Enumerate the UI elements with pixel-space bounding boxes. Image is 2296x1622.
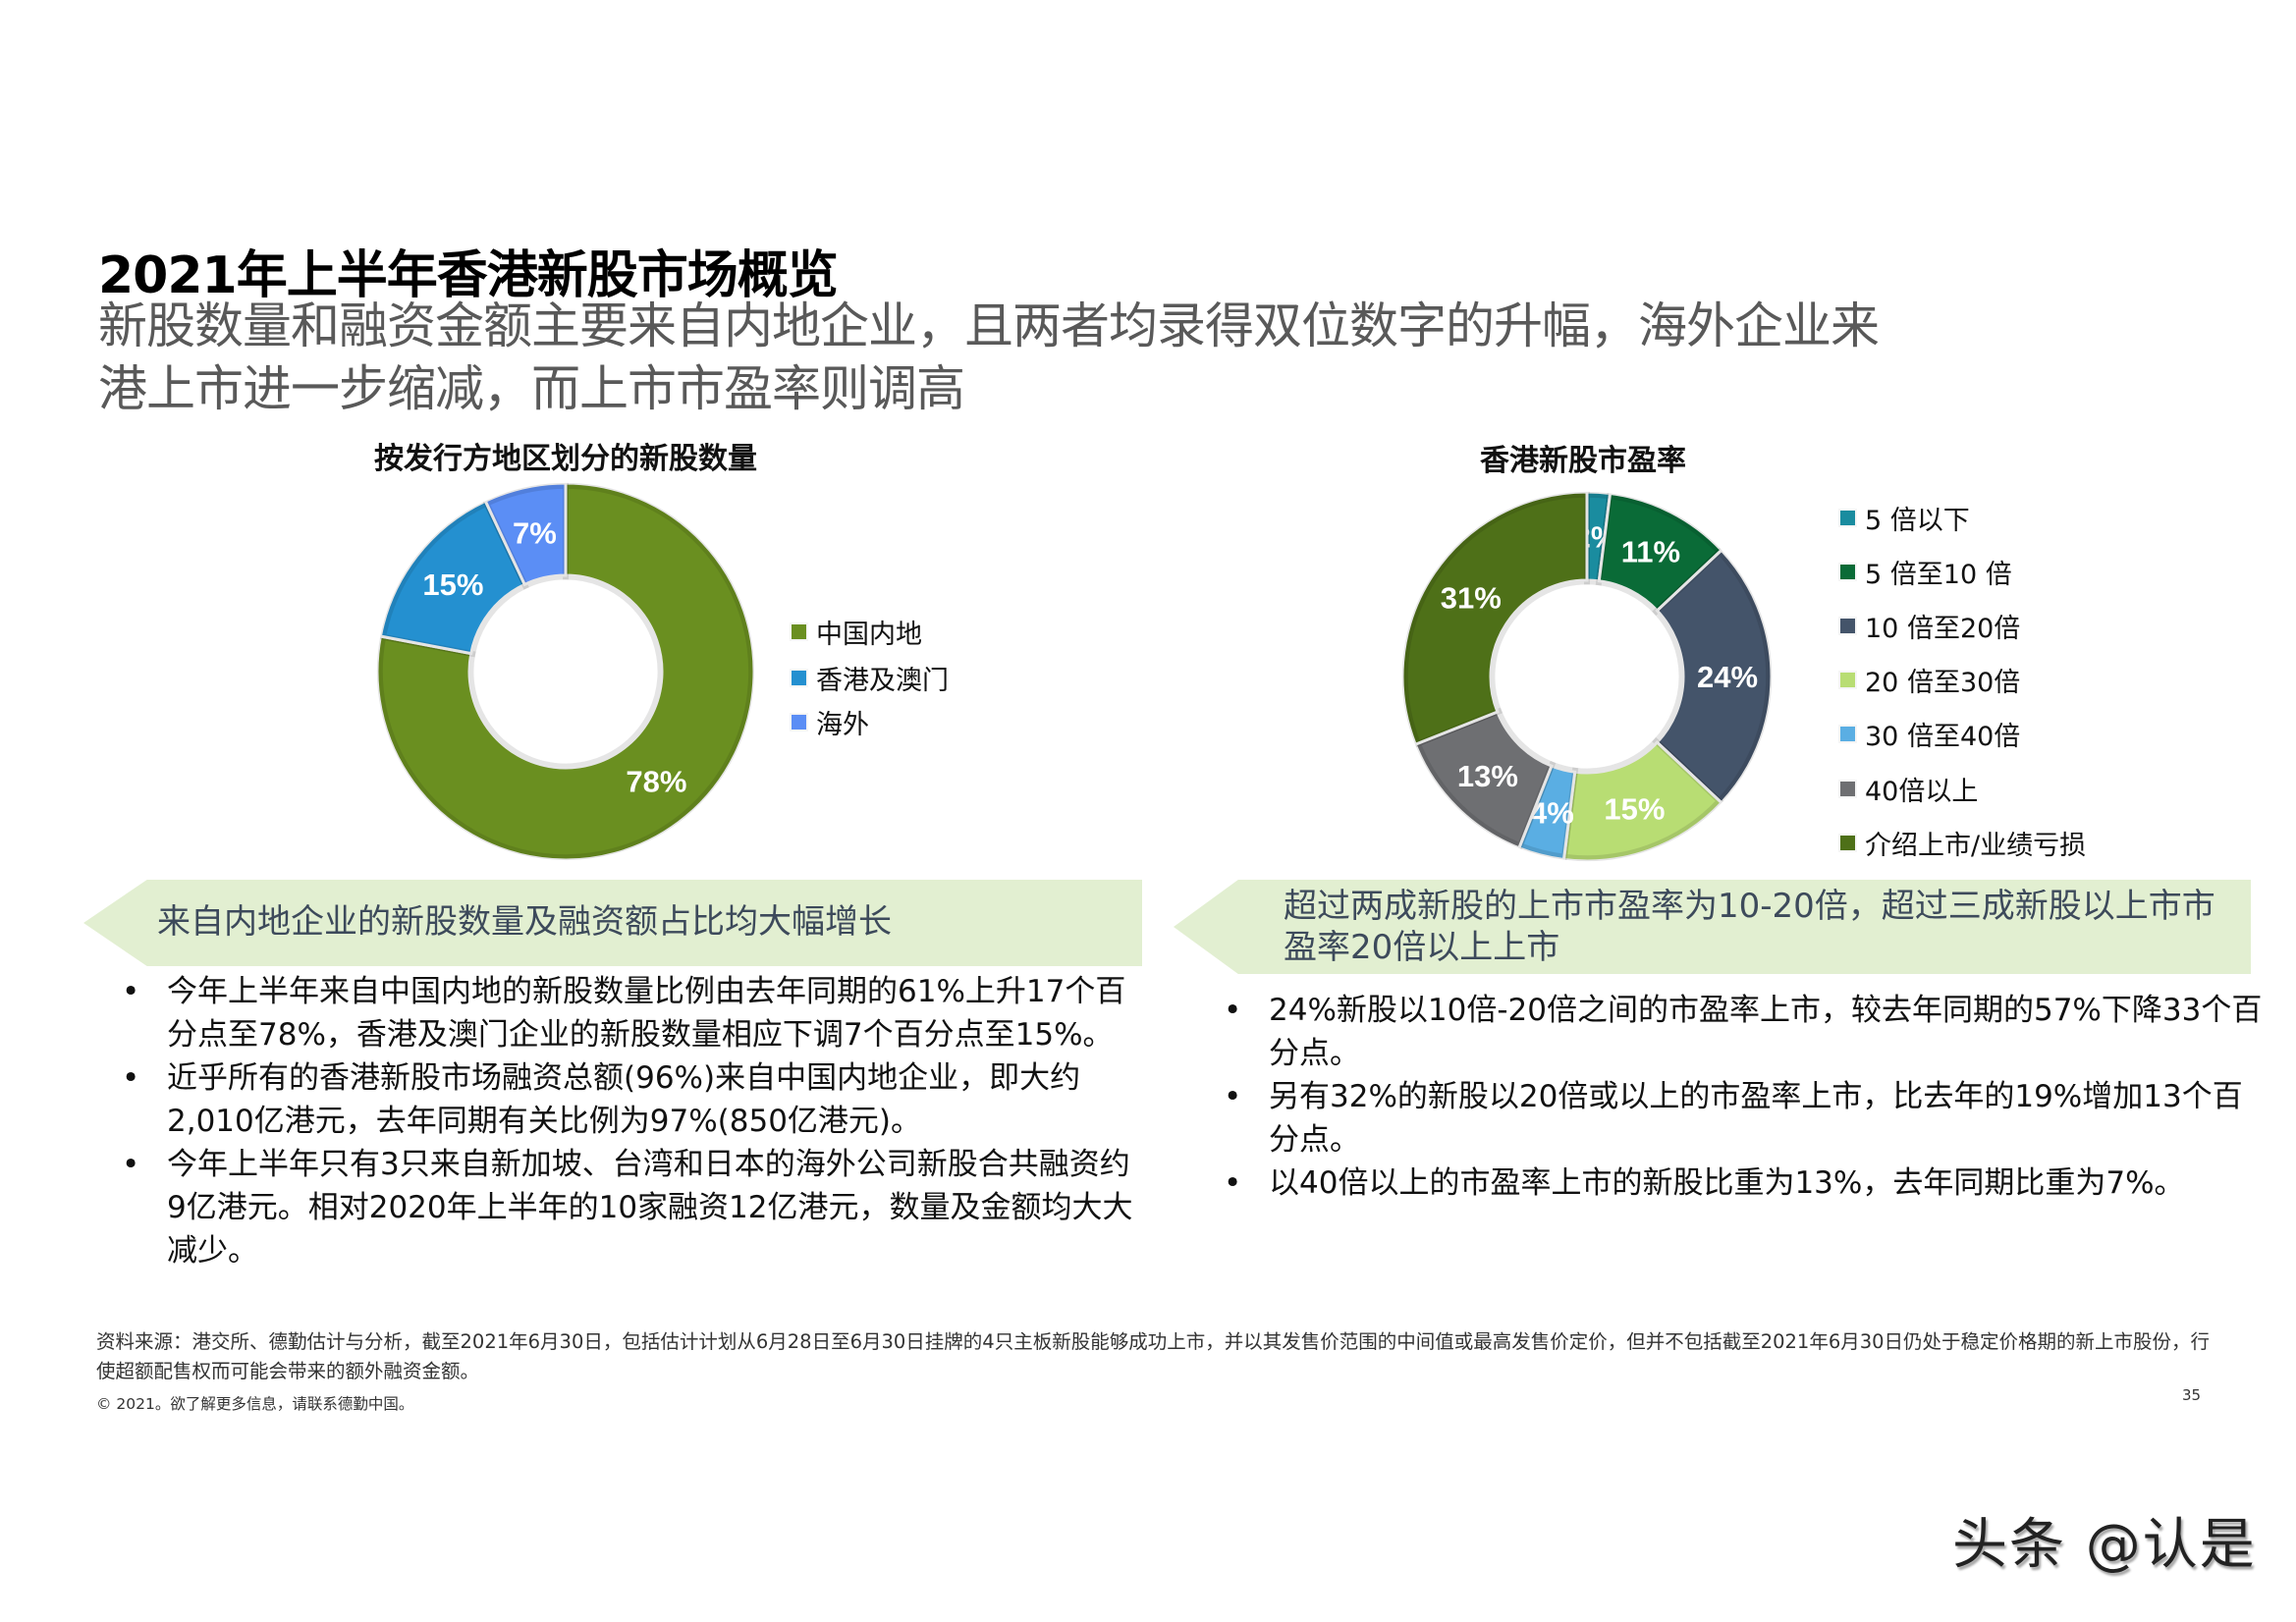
donut-data-label: 15% (422, 568, 483, 602)
donut-data-label: 31% (1441, 581, 1502, 616)
bullet-item: • 另有32%的新股以20倍或以上的市盈率上市，比去年的19%增加13个百分点。 (1224, 1075, 2265, 1162)
left-chart-title: 按发行方地区划分的新股数量 (374, 442, 757, 476)
left-donut-chart: 78% 15% 7% (375, 481, 756, 862)
donut-segment (483, 481, 568, 587)
bullet-icon: • (122, 1147, 140, 1182)
legend-item-pe-over-40: 40倍以上 (1840, 772, 1978, 807)
subtitle-line-2: 港上市进一步缩减，而上市市盈率则调高 (98, 360, 965, 417)
copyright-notice: © 2021。欲了解更多信息，请联系德勤中国。 (96, 1395, 414, 1413)
legend-swatch-icon (1840, 781, 1855, 796)
right-bullet-list: • 24%新股以10倍-20倍之间的市盈率上市，较去年同期的57%下降33个百分… (1224, 989, 2265, 1205)
left-callout-banner: 来自内地企业的新股数量及融资额占比均大幅增长 (83, 880, 1142, 966)
bullet-item: • 今年上半年来自中国内地的新股数量比例由去年同期的61%上升17个百分点至78… (122, 970, 1143, 1056)
bullet-icon: • (1224, 993, 1242, 1028)
legend-swatch-icon (792, 670, 806, 685)
donut-data-label: 11% (1621, 535, 1680, 569)
donut-data-label: 15% (1604, 792, 1665, 827)
right-chart-title: 香港新股市盈率 (1480, 444, 1686, 478)
donut-segment (1655, 548, 1774, 805)
bullet-icon: • (122, 974, 140, 1009)
legend-swatch-icon (1840, 618, 1855, 633)
bullet-icon: • (1224, 1079, 1242, 1114)
legend-swatch-icon (1840, 726, 1855, 741)
donut-segment (1400, 490, 1589, 747)
bullet-item: • 今年上半年只有3只来自新加坡、台湾和日本的海外公司新股合共融资约9亿港元。相… (122, 1143, 1143, 1272)
legend-item-intro-loss: 介绍上市/业绩亏损 (1840, 826, 2086, 861)
donut-data-label: 7% (513, 515, 557, 550)
legend-item-overseas: 海外 (792, 705, 869, 740)
page-number: 35 (2182, 1386, 2202, 1404)
legend-swatch-icon (1840, 510, 1855, 525)
legend-swatch-icon (1840, 672, 1855, 687)
page-title: 2021年上半年香港新股市场概览 (98, 246, 839, 305)
bullet-icon: • (122, 1060, 140, 1096)
bullet-item: • 以40倍以上的市盈率上市的新股比重为13%，去年同期比重为7%。 (1224, 1162, 2265, 1205)
legend-swatch-icon (1840, 835, 1855, 850)
donut-data-label: 24% (1697, 660, 1758, 694)
legend-item-pe-10-20: 10 倍至20倍 (1840, 609, 2020, 644)
legend-item-pe-30-40: 30 倍至40倍 (1840, 717, 2020, 752)
left-bullet-list: • 今年上半年来自中国内地的新股数量比例由去年同期的61%上升17个百分点至78… (122, 970, 1143, 1272)
right-callout-text: 超过两成新股的上市市盈率为10-20倍，超过三成新股以上市市盈率20倍以上上市 (1284, 887, 2215, 967)
subtitle-line-1: 新股数量和融资金额主要来自内地企业，且两者均录得双位数字的升幅，海外企业来 (98, 297, 1880, 354)
legend-item-pe-20-30: 20 倍至30倍 (1840, 663, 2020, 698)
legend-swatch-icon (792, 623, 806, 639)
legend-item-mainland: 中国内地 (792, 615, 922, 650)
legend-item-hk-macau: 香港及澳门 (792, 661, 949, 696)
bullet-item: • 24%新股以10倍-20倍之间的市盈率上市，较去年同期的57%下降33个百分… (1224, 989, 2265, 1075)
donut-segment (375, 481, 756, 862)
donut-data-label: 13% (1457, 759, 1518, 793)
source-footnote: 资料来源：港交所、德勤估计与分析，截至2021年6月30日，包括估计计划从6月2… (96, 1330, 2211, 1382)
watermark: 头条 @认是 (1952, 1513, 2257, 1577)
donut-data-label: 78% (626, 765, 686, 799)
legend-swatch-icon (1840, 564, 1855, 579)
bullet-icon: • (1224, 1165, 1242, 1201)
right-callout-banner: 超过两成新股的上市市盈率为10-20倍，超过三成新股以上市市盈率20倍以上上市 (1174, 880, 2251, 974)
legend-item-pe-under-5: 5 倍以下 (1840, 501, 1970, 536)
page-subtitle: 新股数量和融资金额主要来自内地企业，且两者均录得双位数字的升幅，海外企业来 港上… (98, 295, 2259, 420)
bullet-item: • 近乎所有的香港新股市场融资总额(96%)来自中国内地企业，即大约2,010亿… (122, 1056, 1143, 1143)
right-donut-chart: 2% 11%24%15%4%13%31% (1400, 490, 1774, 863)
legend-swatch-icon (792, 714, 806, 730)
legend-item-pe-5-10: 5 倍至10 倍 (1840, 555, 2012, 590)
left-callout-text: 来自内地企业的新股数量及融资额占比均大幅增长 (157, 902, 892, 942)
